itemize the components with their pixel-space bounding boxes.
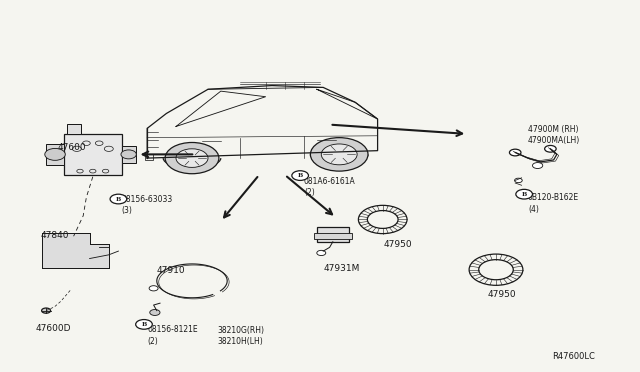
Text: 47910: 47910 xyxy=(157,266,186,275)
Circle shape xyxy=(176,149,208,167)
Circle shape xyxy=(321,144,357,165)
Circle shape xyxy=(110,194,127,204)
Bar xyxy=(145,154,153,160)
Text: 081A6-6161A
(2): 081A6-6161A (2) xyxy=(304,177,356,197)
Text: 47931M: 47931M xyxy=(323,264,360,273)
Circle shape xyxy=(149,286,158,291)
Bar xyxy=(314,233,352,239)
Circle shape xyxy=(515,178,522,183)
Bar xyxy=(67,124,81,134)
Circle shape xyxy=(150,310,160,315)
Circle shape xyxy=(42,308,51,313)
Text: 08156-8121E
(2): 08156-8121E (2) xyxy=(147,326,198,346)
Bar xyxy=(317,227,349,242)
Circle shape xyxy=(165,142,219,174)
Text: 47950: 47950 xyxy=(488,290,516,299)
Text: 0B120-B162E
(4): 0B120-B162E (4) xyxy=(528,193,579,214)
Circle shape xyxy=(310,138,368,171)
Text: 47600: 47600 xyxy=(58,143,86,152)
Polygon shape xyxy=(42,232,109,268)
Circle shape xyxy=(292,171,308,180)
Circle shape xyxy=(516,189,532,199)
Text: 08156-63033
(3): 08156-63033 (3) xyxy=(122,195,173,215)
Circle shape xyxy=(121,150,136,159)
Bar xyxy=(54,238,77,259)
Text: 47950: 47950 xyxy=(384,240,413,249)
Text: 47900M (RH)
47900MA(LH): 47900M (RH) 47900MA(LH) xyxy=(528,125,580,145)
Text: 47600D: 47600D xyxy=(35,324,70,333)
Circle shape xyxy=(317,250,326,256)
Bar xyxy=(64,134,122,175)
Circle shape xyxy=(45,148,65,160)
Text: R47600LC: R47600LC xyxy=(552,352,595,360)
Text: B: B xyxy=(298,173,303,178)
Circle shape xyxy=(509,149,521,156)
Bar xyxy=(122,146,136,163)
Text: B: B xyxy=(116,196,121,202)
Text: B: B xyxy=(141,322,147,327)
Text: B: B xyxy=(522,192,527,197)
Text: 38210G(RH)
38210H(LH): 38210G(RH) 38210H(LH) xyxy=(218,326,264,346)
Circle shape xyxy=(532,163,543,169)
Bar xyxy=(46,144,64,164)
Text: 47840: 47840 xyxy=(40,231,69,240)
Circle shape xyxy=(136,320,152,329)
Circle shape xyxy=(545,145,556,152)
